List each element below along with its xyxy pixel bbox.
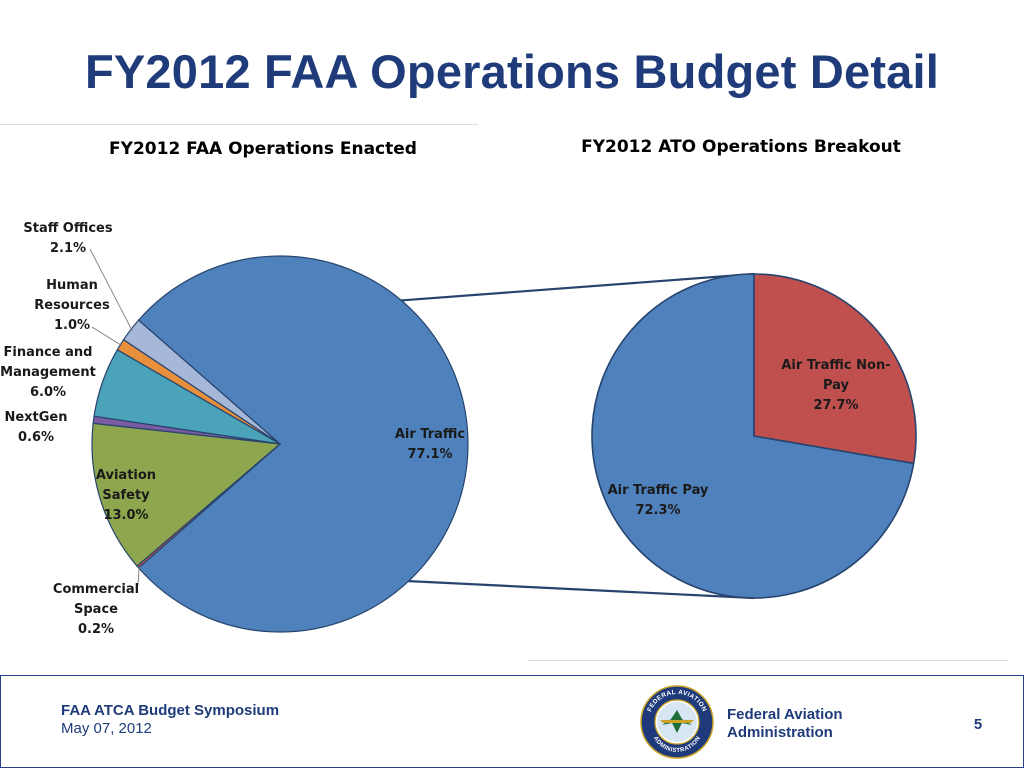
pie-label-commercial-space: Commercial Space 0.2% bbox=[53, 582, 139, 637]
agency-name-line1: Federal Aviation bbox=[727, 706, 843, 723]
pie-of-pie-chart: FY2012 FAA Operations Enacted FY2012 ATO… bbox=[0, 137, 917, 637]
agency-name: Federal Aviation Administration bbox=[727, 706, 843, 742]
right-pie-slice-air-traffic-pay bbox=[591, 273, 915, 599]
agency-name-line2: Administration bbox=[727, 724, 833, 741]
faa-seal-logo: FEDERAL AVIATION ADMINISTRATION bbox=[640, 685, 714, 759]
right-chart-title: FY2012 ATO Operations Breakout bbox=[581, 137, 901, 157]
leader-line-staff-offices bbox=[89, 248, 133, 332]
event-name: FAA ATCA Budget Symposium bbox=[61, 702, 280, 719]
bottom-divider-line bbox=[528, 660, 1008, 661]
left-pie-slice-aviation-safety bbox=[91, 422, 282, 567]
pie-label-staff-offices: Staff Offices 2.1% bbox=[23, 221, 112, 256]
left-pie-slice-air-traffic bbox=[137, 255, 469, 633]
footer-event-info: FAA ATCA Budget Symposium May 07, 2012 bbox=[61, 702, 279, 738]
pie-label-aviation-safety: Aviation Safety 13.0% bbox=[96, 468, 156, 523]
pie-label-finance-management: Finance and Management 6.0% bbox=[0, 345, 96, 400]
footer-bar: FAA ATCA Budget Symposium May 07, 2012 F… bbox=[0, 675, 1024, 768]
right-pie-slice-air-traffic-non-pay bbox=[753, 273, 917, 465]
leader-line-human-resources bbox=[91, 326, 123, 347]
page-number: 5 bbox=[973, 716, 983, 733]
left-pie-slice-commercial-space bbox=[136, 443, 281, 569]
pie-label-air-traffic: Air Traffic 77.1% bbox=[395, 427, 465, 462]
pie-label-air-traffic-pay: Air Traffic Pay 72.3% bbox=[608, 483, 709, 518]
left-chart-title: FY2012 FAA Operations Enacted bbox=[109, 139, 417, 159]
top-divider-line bbox=[0, 124, 478, 125]
leader-line-commercial-space bbox=[137, 565, 140, 586]
pie-label-air-traffic-non-pay: Air Traffic Non-Pay 27.7% bbox=[781, 358, 890, 413]
pie-label-nextgen: NextGen 0.6% bbox=[4, 410, 67, 445]
pie-label-human-resources: Human Resources 1.0% bbox=[34, 278, 110, 333]
event-date: May 07, 2012 bbox=[61, 720, 152, 737]
slide-title: FY2012 FAA Operations Budget Detail bbox=[84, 45, 940, 98]
